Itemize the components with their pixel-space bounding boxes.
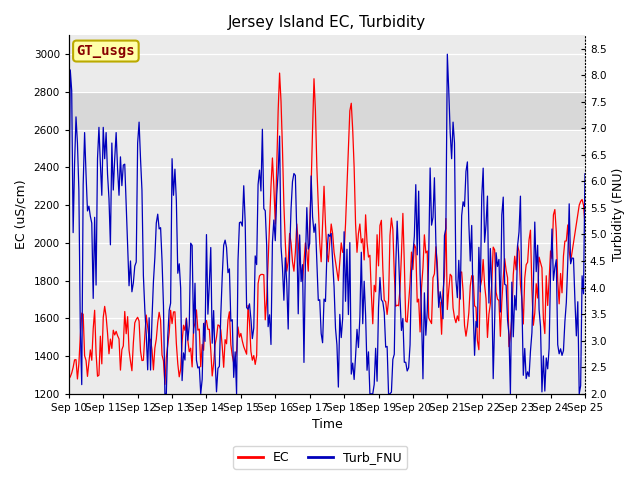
- Y-axis label: EC (uS/cm): EC (uS/cm): [15, 180, 28, 250]
- Text: GT_usgs: GT_usgs: [77, 44, 135, 58]
- X-axis label: Time: Time: [312, 419, 342, 432]
- Title: Jersey Island EC, Turbidity: Jersey Island EC, Turbidity: [228, 15, 426, 30]
- Bar: [69, 92, 585, 130]
- Y-axis label: Turbidity (FNU): Turbidity (FNU): [612, 168, 625, 261]
- Legend: EC, Turb_FNU: EC, Turb_FNU: [233, 446, 407, 469]
